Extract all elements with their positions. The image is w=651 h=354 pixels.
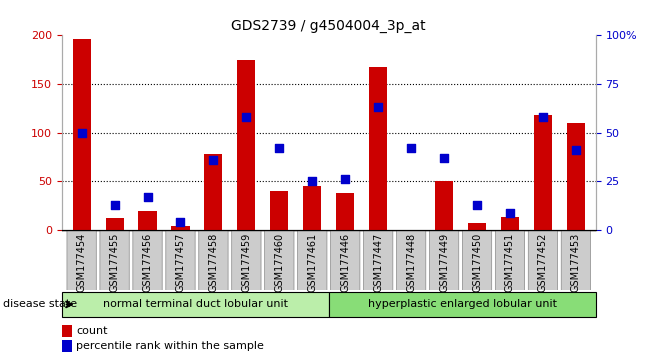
Text: GSM177451: GSM177451 xyxy=(505,233,515,292)
Text: GSM177447: GSM177447 xyxy=(373,233,383,292)
Bar xyxy=(238,60,255,230)
Text: GSM177459: GSM177459 xyxy=(242,233,251,292)
Text: GSM177456: GSM177456 xyxy=(143,233,152,292)
Point xyxy=(208,157,219,163)
Point xyxy=(406,145,417,151)
FancyBboxPatch shape xyxy=(430,229,459,291)
FancyBboxPatch shape xyxy=(363,229,393,291)
Text: GSM177453: GSM177453 xyxy=(571,233,581,292)
Bar xyxy=(534,115,552,230)
Text: GSM177457: GSM177457 xyxy=(176,233,186,292)
Point xyxy=(340,177,350,182)
Text: GSM177450: GSM177450 xyxy=(472,233,482,292)
FancyBboxPatch shape xyxy=(396,229,426,291)
Point xyxy=(109,202,120,207)
Point xyxy=(472,202,482,207)
Point xyxy=(571,147,581,153)
Title: GDS2739 / g4504004_3p_at: GDS2739 / g4504004_3p_at xyxy=(232,19,426,33)
Bar xyxy=(468,223,486,230)
FancyBboxPatch shape xyxy=(495,229,525,291)
Point xyxy=(76,130,87,136)
Bar xyxy=(567,123,585,230)
Text: percentile rank within the sample: percentile rank within the sample xyxy=(76,341,264,351)
FancyBboxPatch shape xyxy=(67,229,96,291)
Text: GSM177455: GSM177455 xyxy=(109,233,120,292)
FancyBboxPatch shape xyxy=(329,292,596,317)
Point xyxy=(175,219,186,225)
FancyBboxPatch shape xyxy=(133,229,162,291)
Text: GSM177448: GSM177448 xyxy=(406,233,416,292)
Point xyxy=(143,194,153,200)
FancyBboxPatch shape xyxy=(298,229,327,291)
Bar xyxy=(105,218,124,230)
Point xyxy=(373,104,383,110)
Point xyxy=(538,114,548,120)
FancyBboxPatch shape xyxy=(166,229,195,291)
FancyBboxPatch shape xyxy=(100,229,130,291)
Text: hyperplastic enlarged lobular unit: hyperplastic enlarged lobular unit xyxy=(368,299,557,309)
FancyBboxPatch shape xyxy=(331,229,360,291)
Bar xyxy=(435,181,453,230)
Text: disease state: disease state xyxy=(3,299,77,309)
Point xyxy=(241,114,251,120)
Point xyxy=(439,155,449,161)
Text: GSM177461: GSM177461 xyxy=(307,233,317,292)
FancyBboxPatch shape xyxy=(561,229,590,291)
Point xyxy=(274,145,284,151)
Text: GSM177460: GSM177460 xyxy=(274,233,284,292)
Bar xyxy=(62,340,72,352)
Bar xyxy=(171,226,189,230)
Text: normal terminal duct lobular unit: normal terminal duct lobular unit xyxy=(103,299,288,309)
Bar xyxy=(204,154,223,230)
FancyBboxPatch shape xyxy=(462,229,492,291)
Text: GSM177449: GSM177449 xyxy=(439,233,449,292)
Point xyxy=(505,210,515,215)
FancyBboxPatch shape xyxy=(62,292,329,317)
Text: GSM177446: GSM177446 xyxy=(340,233,350,292)
Bar xyxy=(501,217,519,230)
FancyBboxPatch shape xyxy=(199,229,228,291)
Bar xyxy=(369,67,387,230)
FancyBboxPatch shape xyxy=(528,229,558,291)
Bar xyxy=(72,39,90,230)
Bar xyxy=(303,186,322,230)
Text: count: count xyxy=(76,326,108,336)
Point xyxy=(307,178,318,184)
Bar xyxy=(62,325,72,337)
FancyBboxPatch shape xyxy=(232,229,261,291)
Text: GSM177452: GSM177452 xyxy=(538,233,548,292)
FancyBboxPatch shape xyxy=(265,229,294,291)
Bar xyxy=(336,193,354,230)
Bar xyxy=(139,211,157,230)
Text: GSM177454: GSM177454 xyxy=(77,233,87,292)
Bar xyxy=(270,191,288,230)
Text: GSM177458: GSM177458 xyxy=(208,233,219,292)
